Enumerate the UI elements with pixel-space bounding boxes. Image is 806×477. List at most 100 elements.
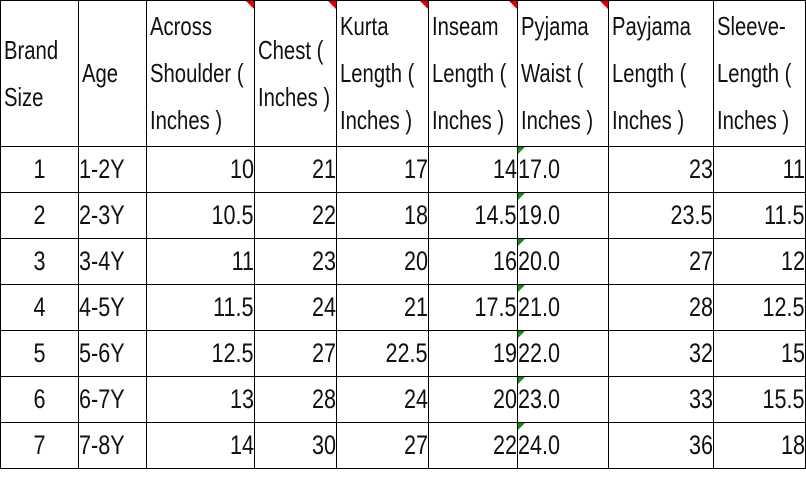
- cell-pyjama-waist[interactable]: 23.0: [516, 376, 609, 423]
- cell-age[interactable]: 3-4Y: [77, 238, 147, 285]
- header-cell-kurta-length[interactable]: Kurta Length ( Inches ): [336, 0, 429, 147]
- cell-chest[interactable]: 24: [253, 284, 338, 331]
- cell-payjama-length[interactable]: 27: [607, 238, 714, 285]
- cell-across-shoulder[interactable]: 11.5: [145, 284, 255, 331]
- cell-kurta-length[interactable]: 27: [336, 422, 429, 469]
- header-cell-pyjama-waist[interactable]: Pyjama Waist ( Inches ): [516, 0, 609, 147]
- cell-sleeve-length[interactable]: 12: [712, 238, 806, 285]
- cell-value: 4: [33, 292, 46, 322]
- cell-pyjama-waist[interactable]: 21.0: [516, 284, 609, 331]
- cell-payjama-length[interactable]: 28: [607, 284, 714, 331]
- header-cell-inseam-length[interactable]: Inseam Length ( Inches ): [427, 0, 518, 147]
- cell-sleeve-length[interactable]: 12.5: [712, 284, 806, 331]
- cell-chest[interactable]: 27: [253, 330, 338, 377]
- cell-pyjama-waist[interactable]: 19.0: [516, 192, 609, 239]
- cell-chest[interactable]: 28: [253, 376, 338, 423]
- cell-sleeve-length[interactable]: 18: [712, 422, 806, 469]
- cell-value: 22.5: [385, 338, 428, 368]
- cell-value: 2-3Y: [78, 200, 125, 230]
- cell-kurta-length[interactable]: 18: [336, 192, 429, 239]
- cell-pyjama-waist[interactable]: 22.0: [516, 330, 609, 377]
- cell-pyjama-waist[interactable]: 20.0: [516, 238, 609, 285]
- cell-value: 13: [229, 384, 254, 414]
- cell-brand-size[interactable]: 3: [0, 238, 79, 285]
- cell-value: 12: [780, 246, 805, 276]
- cell-brand-size[interactable]: 7: [0, 422, 79, 469]
- header-cell-across-shoulder[interactable]: Across Shoulder ( Inches ): [145, 0, 255, 147]
- cell-inseam-length[interactable]: 14.5: [427, 192, 518, 239]
- cell-across-shoulder[interactable]: 13: [145, 376, 255, 423]
- cell-brand-size[interactable]: 2: [0, 192, 79, 239]
- cell-age[interactable]: 5-6Y: [77, 330, 147, 377]
- cell-value: 20: [492, 384, 517, 414]
- cell-value: 6: [33, 384, 46, 414]
- cell-chest[interactable]: 22: [253, 192, 338, 239]
- cell-value: 12.5: [211, 338, 254, 368]
- header-cell-age[interactable]: Age: [77, 0, 147, 147]
- cell-value: 20.0: [517, 246, 560, 276]
- cell-value: 16: [492, 246, 517, 276]
- cell-brand-size[interactable]: 1: [0, 146, 79, 193]
- cell-value: 30: [312, 430, 337, 460]
- cell-chest[interactable]: 30: [253, 422, 338, 469]
- cell-sleeve-length[interactable]: 11.5: [712, 192, 806, 239]
- cell-brand-size[interactable]: 4: [0, 284, 79, 331]
- cell-age[interactable]: 6-7Y: [77, 376, 147, 423]
- cell-payjama-length[interactable]: 23: [607, 146, 714, 193]
- cell-value: 32: [688, 338, 713, 368]
- cell-sleeve-length[interactable]: 11: [712, 146, 806, 193]
- header-cell-sleeve-length[interactable]: Sleeve-Length ( Inches ): [712, 0, 806, 147]
- cell-kurta-length[interactable]: 21: [336, 284, 429, 331]
- cell-value: 17.0: [517, 154, 560, 184]
- cell-value: 20: [403, 246, 428, 276]
- cell-value: 36: [688, 430, 713, 460]
- cell-kurta-length[interactable]: 20: [336, 238, 429, 285]
- cell-across-shoulder[interactable]: 10: [145, 146, 255, 193]
- cell-value: 23: [312, 246, 337, 276]
- cell-value: 17: [403, 154, 428, 184]
- cell-across-shoulder[interactable]: 12.5: [145, 330, 255, 377]
- cell-value: 14: [492, 154, 517, 184]
- number-as-text-indicator: [518, 239, 525, 246]
- cell-payjama-length[interactable]: 36: [607, 422, 714, 469]
- cell-value: 22.0: [517, 338, 560, 368]
- header-cell-brand-size[interactable]: Brand Size: [0, 0, 79, 147]
- cell-inseam-length[interactable]: 22: [427, 422, 518, 469]
- cell-payjama-length[interactable]: 32: [607, 330, 714, 377]
- cell-across-shoulder[interactable]: 11: [145, 238, 255, 285]
- cell-kurta-length[interactable]: 17: [336, 146, 429, 193]
- cell-age[interactable]: 1-2Y: [77, 146, 147, 193]
- cell-age[interactable]: 4-5Y: [77, 284, 147, 331]
- cell-payjama-length[interactable]: 23.5: [607, 192, 714, 239]
- cell-age[interactable]: 7-8Y: [77, 422, 147, 469]
- table-row: 1 1-2Y 10 21 17 14 17.0 23 11: [0, 146, 806, 193]
- cell-inseam-length[interactable]: 20: [427, 376, 518, 423]
- cell-value: 19: [492, 338, 517, 368]
- cell-sleeve-length[interactable]: 15.5: [712, 376, 806, 423]
- cell-chest[interactable]: 23: [253, 238, 338, 285]
- cell-pyjama-waist[interactable]: 24.0: [516, 422, 609, 469]
- cell-inseam-length[interactable]: 19: [427, 330, 518, 377]
- cell-value: 21: [312, 154, 337, 184]
- header-cell-payjama-length[interactable]: Payjama Length ( Inches ): [607, 0, 714, 147]
- number-as-text-indicator: [518, 331, 525, 338]
- cell-kurta-length[interactable]: 24: [336, 376, 429, 423]
- cell-inseam-length[interactable]: 17.5: [427, 284, 518, 331]
- cell-brand-size[interactable]: 6: [0, 376, 79, 423]
- cell-sleeve-length[interactable]: 15: [712, 330, 806, 377]
- cell-pyjama-waist[interactable]: 17.0: [516, 146, 609, 193]
- header-label: Age: [81, 58, 118, 88]
- comment-indicator: [599, 1, 608, 9]
- cell-across-shoulder[interactable]: 14: [145, 422, 255, 469]
- cell-brand-size[interactable]: 5: [0, 330, 79, 377]
- header-cell-chest[interactable]: Chest ( Inches ): [253, 0, 338, 147]
- cell-inseam-length[interactable]: 14: [427, 146, 518, 193]
- cell-age[interactable]: 2-3Y: [77, 192, 147, 239]
- cell-payjama-length[interactable]: 33: [607, 376, 714, 423]
- cell-chest[interactable]: 21: [253, 146, 338, 193]
- cell-inseam-length[interactable]: 16: [427, 238, 518, 285]
- cell-across-shoulder[interactable]: 10.5: [145, 192, 255, 239]
- cell-value: 23.0: [517, 384, 560, 414]
- cell-value: 22: [492, 430, 517, 460]
- cell-kurta-length[interactable]: 22.5: [336, 330, 429, 377]
